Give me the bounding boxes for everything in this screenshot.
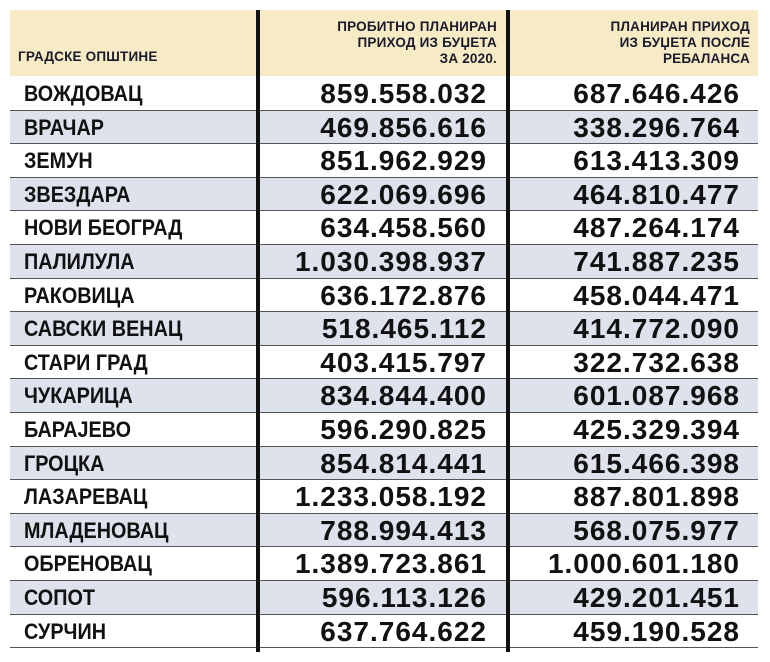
- amount: 859.558.032: [320, 78, 487, 109]
- table-row: СТАРИ ГРАД 403.415.797 322.732.638: [10, 345, 758, 380]
- table-row: СОПОТ 596.113.126 429.201.451: [10, 581, 758, 615]
- amount: 403.415.797: [320, 346, 487, 378]
- amount: 487.264.174: [573, 212, 740, 244]
- municipality-name: ЗВЕЗДАРА: [24, 181, 131, 207]
- header-line: ПРИХОД ИЗ БУЏЕТА: [357, 35, 497, 50]
- amount: 834.844.400: [320, 380, 487, 412]
- amount: 568.075.977: [573, 514, 740, 546]
- municipality-name: ОБРЕНОВАЦ: [24, 551, 152, 577]
- table-row: ЗВЕЗДАРА 622.069.696 464.810.477: [10, 177, 758, 212]
- table-row: ЧУКАРИЦА 834.844.400 601.087.968: [10, 379, 758, 413]
- amount: 518.465.112: [321, 313, 487, 345]
- table-row: ПАЛИЛУЛА 1.030.398.937 741.887.235: [10, 245, 758, 279]
- header-background: [10, 10, 758, 76]
- amount: 338.296.764: [573, 111, 740, 143]
- header-cell: ПЛАНИРАН ПРИХОД ИЗ БУЏЕТА ПОСЛЕ РЕБАЛАНСА: [519, 10, 750, 76]
- column-divider: [506, 10, 510, 652]
- table-row: СУРЧИН 637.764.622 459.190.528: [10, 614, 758, 649]
- municipality-name: ВРАЧАР: [24, 114, 104, 140]
- table-row: РАКОВИЦА 636.172.876 458.044.471: [10, 278, 758, 313]
- amount: 741.887.235: [573, 246, 740, 277]
- municipality-name: СТАРИ ГРАД: [24, 349, 148, 375]
- header-cell: ПРОБИТНО ПЛАНИРАН ПРИХОД ИЗ БУЏЕТА ЗА 2020…: [270, 10, 497, 76]
- amount: 1.030.398.937: [294, 246, 487, 277]
- amount: 1.000.601.180: [547, 548, 740, 580]
- municipality-name: ЛАЗАРЕВАЦ: [24, 484, 148, 510]
- municipality-name: ГРОЦКА: [24, 450, 105, 476]
- amount: 636.172.876: [320, 279, 487, 311]
- amount: 1.233.058.192: [294, 481, 487, 513]
- amount: 458.044.471: [573, 279, 740, 311]
- table-row: БАРАЈЕВО 596.290.825 425.329.394: [10, 413, 758, 447]
- table-row: ЛАЗАРЕВАЦ 1.233.058.192 887.801.898: [10, 480, 758, 514]
- amount: 1.389.723.861: [294, 548, 487, 580]
- amount: 851.962.929: [320, 145, 487, 177]
- amount: 414.772.090: [573, 313, 740, 345]
- header-cell: ГРАДСКЕ ОПШТИНЕ: [18, 10, 250, 90]
- amount: 322.732.638: [573, 346, 740, 378]
- amount: 854.814.441: [320, 447, 487, 479]
- header-line: ИЗ БУЏЕТА ПОСЛЕ: [619, 35, 750, 50]
- municipality-name: ЗЕМУН: [24, 148, 93, 174]
- amount: 459.190.528: [573, 615, 740, 647]
- amount: 425.329.394: [573, 414, 740, 445]
- table-row: ГРОЦКА 854.814.441 615.466.398: [10, 446, 758, 481]
- municipality-name: РАКОВИЦА: [24, 282, 135, 308]
- amount: 601.087.968: [573, 380, 740, 412]
- table-row: МЛАДЕНОВАЦ 788.994.413 568.075.977: [10, 513, 758, 548]
- amount: 596.113.126: [321, 582, 487, 613]
- amount: 469.856.616: [320, 111, 487, 143]
- amount: 464.810.477: [573, 178, 740, 210]
- municipality-name: ПАЛИЛУЛА: [24, 249, 135, 274]
- table-row: ВРАЧАР 469.856.616 338.296.764: [10, 110, 758, 145]
- amount: 637.764.622: [320, 615, 487, 647]
- amount: 687.646.426: [573, 78, 740, 109]
- header-line: ГРАДСКЕ ОПШТИНЕ: [18, 49, 158, 64]
- amount: 788.994.413: [320, 514, 487, 546]
- municipality-name: НОВИ БЕОГРАД: [24, 215, 183, 241]
- table-row: САВСКИ ВЕНАЦ 518.465.112 414.772.090: [10, 312, 758, 346]
- table-row: ОБРЕНОВАЦ 1.389.723.861 1.000.601.180: [10, 547, 758, 581]
- header-line: РЕБАЛАНСА: [662, 51, 750, 66]
- municipality-name: БАРАЈЕВО: [24, 417, 131, 442]
- header-line: ЗА 2020.: [439, 51, 497, 66]
- amount: 887.801.898: [573, 481, 740, 513]
- municipality-name: СОПОТ: [24, 585, 95, 610]
- amount: 429.201.451: [573, 582, 740, 613]
- municipality-name: СУРЧИН: [24, 618, 107, 644]
- municipality-name: МЛАДЕНОВАЦ: [24, 517, 169, 543]
- municipality-name: ЧУКАРИЦА: [24, 383, 133, 409]
- table-row: ЗЕМУН 851.962.929 613.413.309: [10, 144, 758, 178]
- municipality-name: САВСКИ ВЕНАЦ: [24, 316, 183, 342]
- amount: 613.413.309: [573, 145, 740, 177]
- table-row: НОВИ БЕОГРАД 634.458.560 487.264.174: [10, 211, 758, 245]
- header-line: ПЛАНИРАН ПРИХОД: [610, 19, 750, 34]
- amount: 634.458.560: [320, 212, 487, 244]
- header-line: ПРОБИТНО ПЛАНИРАН: [337, 19, 497, 34]
- column-divider: [256, 10, 260, 652]
- table-row: ВОЖДОВАЦ 859.558.032 687.646.426: [10, 77, 758, 111]
- amount: 622.069.696: [320, 178, 487, 210]
- amount: 615.466.398: [573, 447, 740, 479]
- municipality-name: ВОЖДОВАЦ: [24, 81, 143, 106]
- amount: 596.290.825: [320, 414, 487, 445]
